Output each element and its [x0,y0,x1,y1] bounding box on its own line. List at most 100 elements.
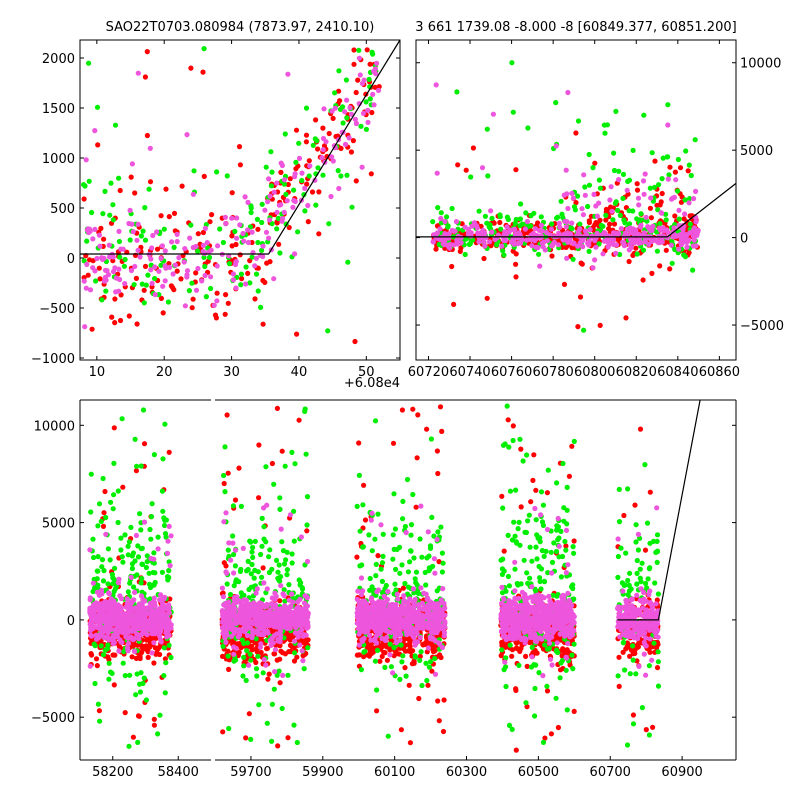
b-point-green [534,556,540,562]
tr-point-green [454,89,460,95]
tl-point-magenta [190,191,196,197]
tr-point-magenta [430,239,436,245]
tl-point-green [110,217,116,223]
b-point-green [645,576,651,582]
tr-point-magenta [586,238,592,244]
tl-point-red [252,296,258,302]
b-point-green [259,543,265,549]
tl-point-magenta [232,261,239,268]
tr-point-red [667,164,673,170]
tl-point-red [267,259,273,265]
tl-point-magenta [319,155,325,161]
b-point-red [296,417,302,423]
tl-point-magenta [86,226,93,232]
b-point-green [137,681,143,687]
panel-top-right: 3 661 1739.08 -8.000 -8 [60849.377, 6085… [408,20,784,380]
tr-point-magenta [442,231,448,237]
b-point-red [94,663,100,669]
tr-point-red [626,258,632,265]
tr-point-red [521,231,527,237]
tr-point-magenta [533,244,539,250]
tl-point-magenta [365,107,371,113]
tl-point-magenta [184,268,191,274]
tl-point-magenta [134,237,140,243]
b-point-green [222,489,228,495]
b-point-green [91,554,97,561]
tr-point-green [558,198,564,204]
tl-point-magenta [160,283,166,289]
b-point-green [129,565,135,572]
tl-point-magenta [129,161,135,167]
b-point-green [541,553,547,560]
tr-point-red [513,251,519,257]
b-point-green [513,487,519,493]
tl-point-red [336,88,342,94]
b-point-magenta [87,547,93,553]
b-point-green [564,484,570,490]
b-point-red [253,646,259,653]
tl-point-red [229,243,235,249]
tl-point-green [255,239,261,246]
b-point-green [615,553,622,560]
b-point-green [362,648,368,654]
tl-point-red [201,173,207,179]
tl-point-magenta [357,72,363,78]
tl-point-magenta [266,176,272,182]
b-point-green [553,695,559,701]
tl-point-green [238,271,244,277]
tl-point-magenta [353,120,359,127]
tr-point-magenta [590,265,596,271]
tl-point-magenta [129,221,135,227]
b-point-green [95,523,101,529]
b-point-red [225,648,231,654]
b-point-green [357,528,363,534]
b-point-green [630,643,636,649]
tl-point-green [367,96,373,102]
tl-point-magenta [360,110,367,116]
b-point-magenta [87,597,93,603]
tr-point-green [509,60,515,66]
b-point-red [354,652,360,658]
tl-point-magenta [284,198,290,204]
tl-point-magenta [214,298,220,304]
b-point-red [122,710,128,716]
b-point-red [441,697,447,703]
b-point-red [361,482,367,488]
b-point-green [240,673,246,679]
tr-point-magenta [600,251,606,257]
tr-point-magenta [453,219,459,225]
tl-point-magenta [240,230,246,237]
tr-point-green [570,256,576,262]
b-point-green [141,675,147,681]
tr-point-green [596,241,602,247]
tl-point-magenta [105,272,112,278]
b-point-green [126,539,132,545]
b-point-green [426,553,432,559]
b-point-red [272,651,278,657]
b-point-green [269,738,275,744]
b-point-red [361,654,367,660]
tr-point-magenta [580,244,586,250]
b-point-green [516,519,522,525]
tl-point-red [141,287,147,293]
tl-point-red [353,89,359,96]
tr-point-green [610,217,616,223]
tl-point-magenta [176,255,182,261]
tr-point-magenta [671,194,678,200]
tl-point-magenta [113,289,119,295]
b-point-magenta [117,593,123,599]
tr-point-green [438,210,444,216]
b-point-green [225,547,231,553]
b-point-green [540,739,547,746]
tr-point-magenta [659,239,665,245]
b-point-green [367,575,373,582]
tr-point-red [455,162,461,168]
tr-point-magenta [577,226,583,232]
b-point-green [112,565,118,571]
tl-point-green [345,259,351,265]
b-point-red [560,646,566,652]
b-point-red [279,448,285,454]
b-point-green [94,576,100,582]
tl-point-magenta [245,199,251,205]
b-point-green [655,659,662,665]
